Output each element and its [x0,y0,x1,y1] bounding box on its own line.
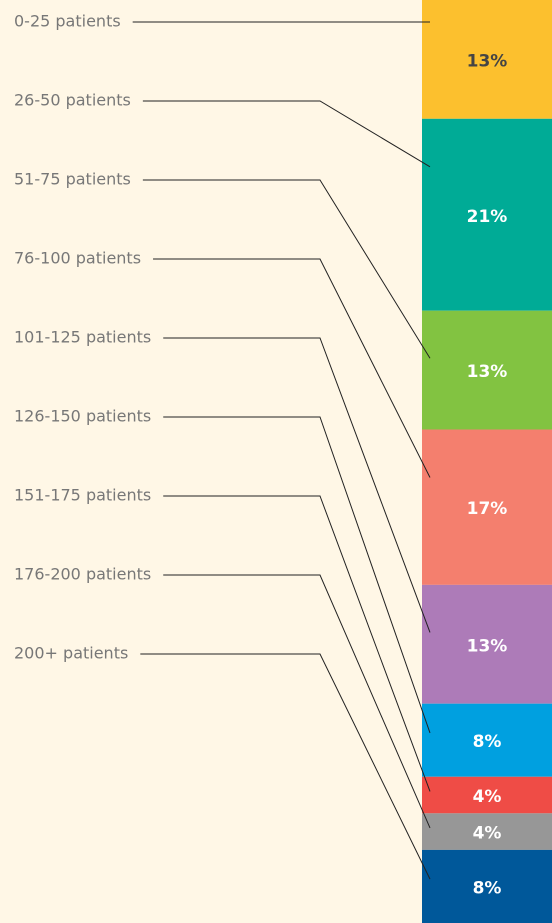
category-label: 0-25 patients [14,12,121,31]
bar-segment [422,584,552,704]
category-label: 51-75 patients [14,170,131,189]
leader-line [163,416,431,734]
bar-segment [422,703,552,777]
category-label: 26-50 patients [14,91,131,110]
value-label: 21% [467,207,508,227]
leader-line [142,179,431,359]
leader-line [140,653,431,880]
category-label: 126-150 patients [14,407,151,426]
bar-segment [422,310,552,430]
category-label: 101-125 patients [14,328,151,347]
leader-line [142,100,431,168]
leader-line [163,574,431,829]
value-label: 17% [467,499,508,519]
value-label: 13% [467,362,508,382]
bar-segment [422,0,552,119]
bar-segment [422,429,552,585]
value-label: 13% [467,51,508,71]
leader-line [163,495,431,792]
value-label: 8% [473,878,502,898]
value-label: 4% [473,787,502,807]
category-label: 151-175 patients [14,486,151,505]
value-label: 8% [473,732,502,752]
leader-line [153,258,431,478]
category-label: 76-100 patients [14,249,141,268]
value-label: 13% [467,636,508,656]
bar-segment [422,849,552,923]
value-label: 4% [473,824,502,844]
category-label: 176-200 patients [14,565,151,584]
leader-line [163,337,431,633]
bar-segment [422,776,552,814]
category-label: 200+ patients [14,644,128,663]
bar-segment [422,813,552,850]
bar-segment [422,118,552,311]
